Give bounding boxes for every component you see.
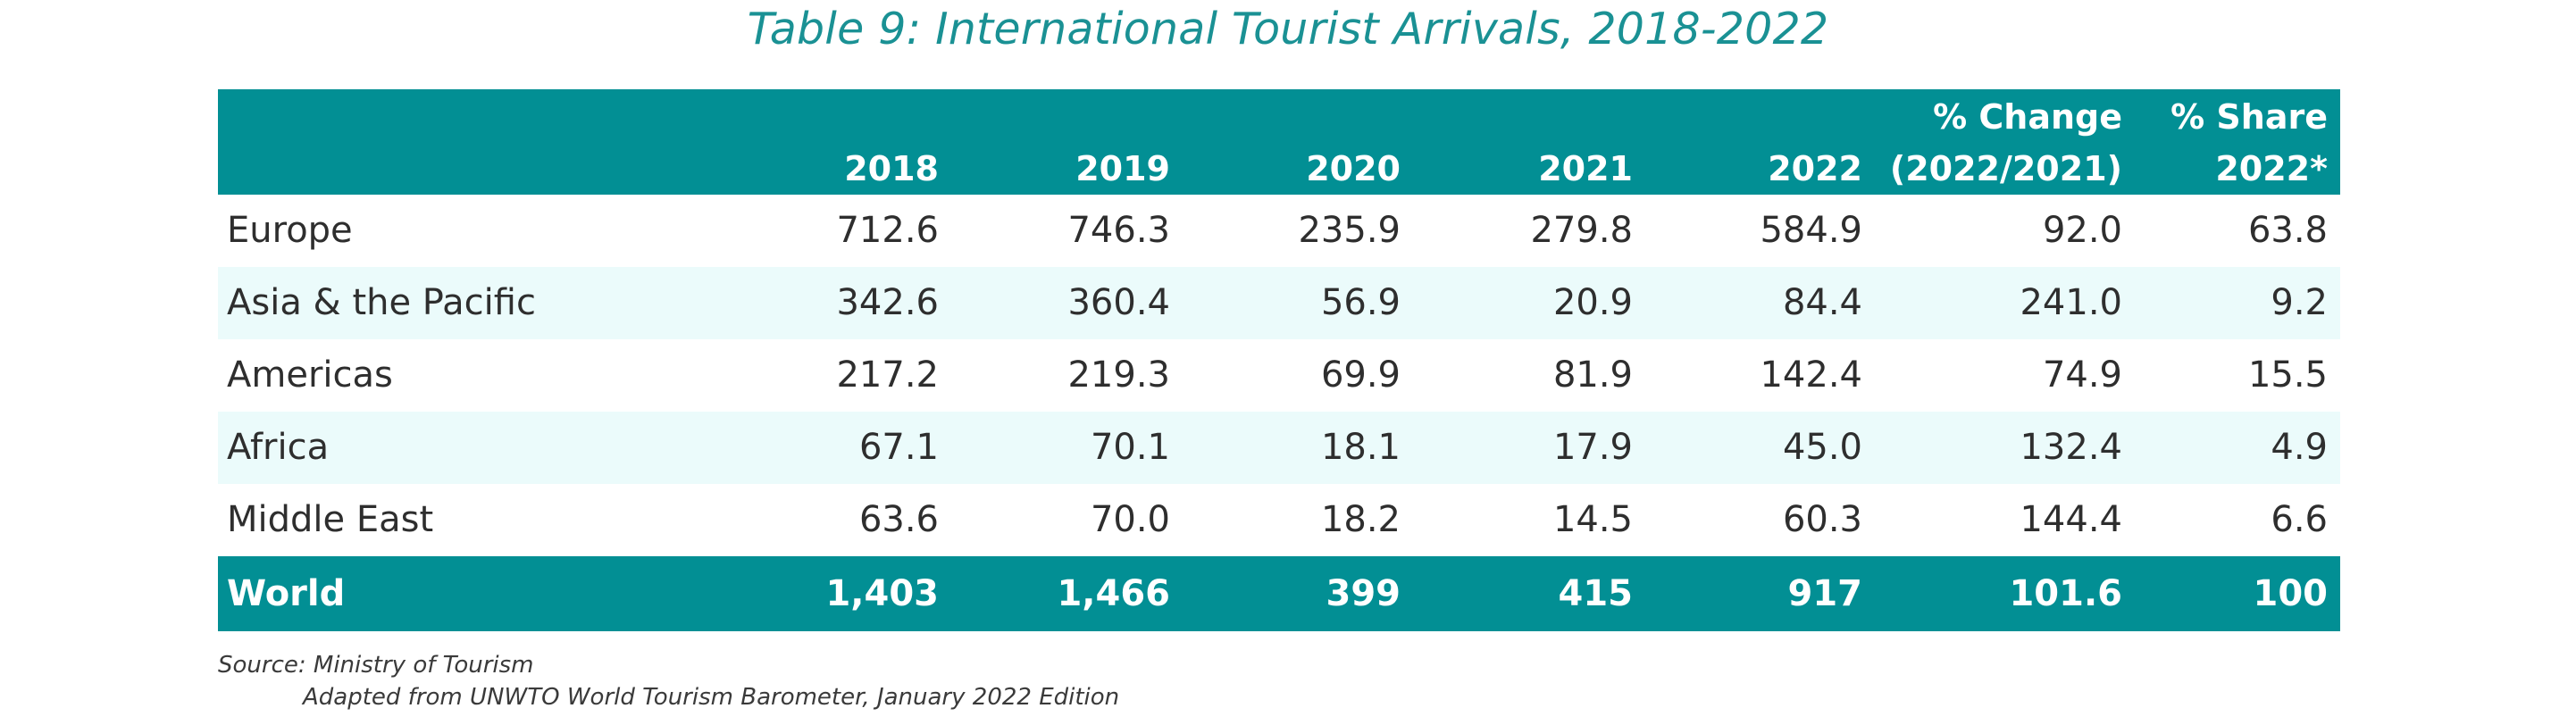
value-change: 144.4 xyxy=(2020,499,2122,540)
arrivals-table: 2018 2019 2020 2021 2022 % Change (2022/2… xyxy=(218,89,2340,631)
header-region xyxy=(218,89,718,195)
header-2022: 2022 xyxy=(1768,149,1862,188)
source-line: Source: Ministry of Tourism xyxy=(218,652,534,679)
value-2022: 84.4 xyxy=(1782,282,1862,323)
value-2022: 60.3 xyxy=(1782,499,1862,540)
value-change: 74.9 xyxy=(2042,354,2122,396)
value-2022: 45.0 xyxy=(1782,427,1862,468)
value-change: 241.0 xyxy=(2020,282,2122,323)
value-2018: 63.6 xyxy=(858,499,939,540)
header-2018: 2018 xyxy=(844,149,939,188)
value-2020: 18.2 xyxy=(1320,499,1401,540)
table-row-middle-east: Middle East 63.6 70.0 18.2 14.5 60.3 144… xyxy=(218,484,2340,556)
value-2019: 1,466 xyxy=(1057,573,1170,614)
value-2019: 360.4 xyxy=(1067,282,1170,323)
value-2020: 18.1 xyxy=(1320,427,1401,468)
header-change-line1: % Change xyxy=(1933,97,2122,137)
header-change-line2: (2022/2021) xyxy=(1889,149,2122,188)
value-share: 4.9 xyxy=(2271,427,2328,468)
value-2021: 279.8 xyxy=(1530,210,1633,251)
value-2020: 56.9 xyxy=(1320,282,1401,323)
value-change: 101.6 xyxy=(2009,573,2122,614)
table-row-africa: Africa 67.1 70.1 18.1 17.9 45.0 132.4 4.… xyxy=(218,412,2340,484)
table-row-world-total: World 1,403 1,466 399 415 917 101.6 100 xyxy=(218,556,2340,631)
value-2021: 415 xyxy=(1558,573,1634,614)
table-row-europe: Europe 712.6 746.3 235.9 279.8 584.9 92.… xyxy=(218,195,2340,267)
header-row: 2018 2019 2020 2021 2022 % Change (2022/2… xyxy=(218,89,2340,195)
region-cell: Americas xyxy=(227,354,393,396)
value-2018: 1,403 xyxy=(825,573,939,614)
value-share: 9.2 xyxy=(2271,282,2328,323)
region-cell: World xyxy=(227,573,346,614)
value-2018: 67.1 xyxy=(858,427,939,468)
header-2021: 2021 xyxy=(1538,149,1633,188)
value-2018: 217.2 xyxy=(836,354,939,396)
value-change: 92.0 xyxy=(2042,210,2122,251)
source-note: Source: Ministry of Tourism Adapted from… xyxy=(218,649,1119,713)
table-title: Table 9: International Tourist Arrivals,… xyxy=(747,4,1829,54)
header-share-line2: 2022* xyxy=(2215,149,2328,188)
value-change: 132.4 xyxy=(2020,427,2122,468)
value-2019: 70.0 xyxy=(1090,499,1170,540)
value-2018: 712.6 xyxy=(836,210,939,251)
value-2022: 917 xyxy=(1787,573,1863,614)
header-2020: 2020 xyxy=(1306,149,1401,188)
value-2021: 20.9 xyxy=(1552,282,1633,323)
header-share: % Share 2022* xyxy=(2135,89,2340,195)
region-cell: Europe xyxy=(227,210,353,251)
value-2021: 14.5 xyxy=(1552,499,1633,540)
value-share: 15.5 xyxy=(2247,354,2328,396)
header-2019: 2019 xyxy=(1075,149,1170,188)
value-2019: 70.1 xyxy=(1090,427,1170,468)
value-2018: 342.6 xyxy=(836,282,939,323)
value-2020: 235.9 xyxy=(1298,210,1401,251)
region-cell: Asia & the Pacific xyxy=(227,282,536,323)
value-share: 100 xyxy=(2253,573,2329,614)
value-2022: 584.9 xyxy=(1760,210,1862,251)
source-adapted-line: Adapted from UNWTO World Tourism Baromet… xyxy=(303,684,1120,711)
value-2021: 17.9 xyxy=(1552,427,1633,468)
table-row-asia-pacific: Asia & the Pacific 342.6 360.4 56.9 20.9… xyxy=(218,267,2340,339)
value-2022: 142.4 xyxy=(1760,354,1862,396)
header-share-line1: % Share xyxy=(2170,97,2328,137)
region-cell: Middle East xyxy=(227,499,434,540)
value-2019: 746.3 xyxy=(1067,210,1170,251)
value-2021: 81.9 xyxy=(1552,354,1633,396)
value-2019: 219.3 xyxy=(1067,354,1170,396)
table-row-americas: Americas 217.2 219.3 69.9 81.9 142.4 74.… xyxy=(218,339,2340,412)
region-cell: Africa xyxy=(227,427,330,468)
value-share: 63.8 xyxy=(2247,210,2328,251)
value-share: 6.6 xyxy=(2271,499,2328,540)
value-2020: 69.9 xyxy=(1320,354,1401,396)
value-2020: 399 xyxy=(1326,573,1401,614)
header-change: % Change (2022/2021) xyxy=(1875,89,2135,195)
